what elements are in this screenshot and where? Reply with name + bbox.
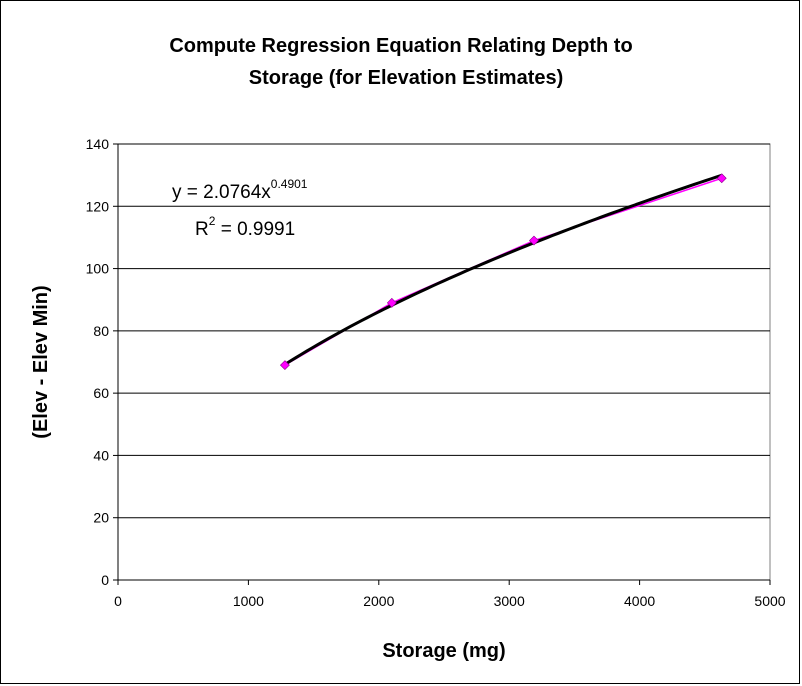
y-tick-label: 60 bbox=[93, 385, 109, 401]
r2-prefix: R bbox=[195, 219, 209, 240]
x-tick-label: 2000 bbox=[363, 593, 394, 609]
y-tick-label: 40 bbox=[93, 447, 109, 463]
gridlines bbox=[118, 143, 770, 519]
x-tick-label: 0 bbox=[114, 593, 122, 609]
trend-equation-main: y = 2.0764x bbox=[172, 182, 271, 203]
data-point bbox=[386, 297, 397, 308]
r2-value: = 0.9991 bbox=[215, 219, 295, 240]
trend-r-squared: R2 = 0.9991 bbox=[195, 214, 295, 240]
data-point bbox=[279, 360, 290, 371]
y-tick-label: 120 bbox=[86, 198, 110, 214]
y-tick-label: 140 bbox=[86, 136, 110, 152]
y-tick-label: 0 bbox=[101, 572, 109, 588]
y-tick-label: 20 bbox=[93, 510, 109, 526]
x-tick-label: 3000 bbox=[494, 593, 525, 609]
chart-title-line1: Compute Regression Equation Relating Dep… bbox=[169, 35, 632, 57]
data-point bbox=[716, 173, 727, 184]
plot-area bbox=[117, 143, 771, 581]
trend-equation: y = 2.0764x0.4901 bbox=[172, 177, 308, 203]
y-tick-label: 100 bbox=[86, 261, 110, 277]
chart-title-line2: Storage (for Elevation Estimates) bbox=[249, 67, 564, 89]
trend-equation-exponent: 0.4901 bbox=[271, 177, 308, 191]
r2-superscript: 2 bbox=[209, 214, 216, 228]
y-axis-title: (Elev - Elev Min) bbox=[30, 285, 52, 438]
x-axis-title: Storage (mg) bbox=[382, 640, 505, 662]
y-tick-label: 80 bbox=[93, 323, 109, 339]
x-tick-label: 5000 bbox=[754, 593, 785, 609]
x-tick-label: 4000 bbox=[624, 593, 655, 609]
axes bbox=[113, 143, 771, 585]
y-tick-labels: 0 20 40 60 80 100 120 140 bbox=[86, 136, 110, 588]
data-markers bbox=[279, 173, 727, 371]
power-trendline bbox=[284, 173, 723, 366]
data-point bbox=[529, 235, 539, 246]
x-tick-label: 1000 bbox=[233, 593, 264, 609]
x-tick-labels: 0 1000 2000 3000 4000 5000 bbox=[114, 593, 786, 609]
